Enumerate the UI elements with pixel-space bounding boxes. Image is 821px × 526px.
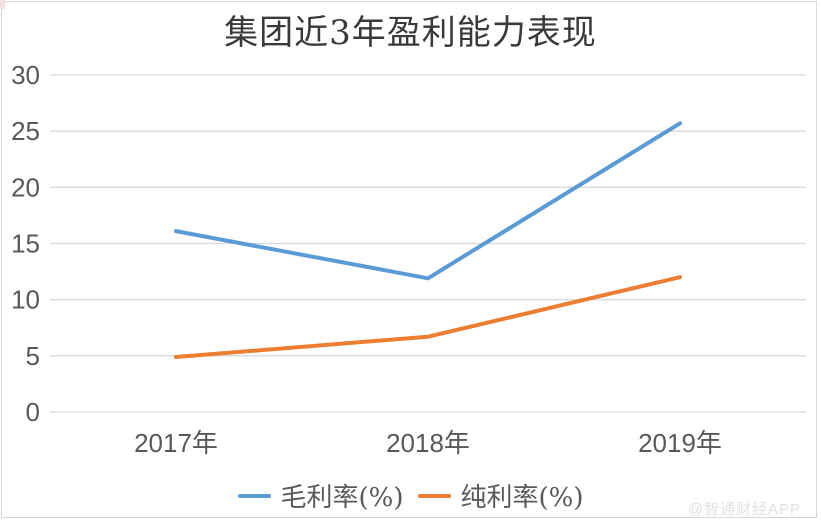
y-tick-label: 5 xyxy=(26,341,40,371)
watermark: @智通财经APP xyxy=(687,501,801,518)
legend-label: 毛利率(%) xyxy=(280,483,404,513)
chart-title: 集团近3年盈利能力表现 xyxy=(224,13,597,53)
gross-margin-line xyxy=(174,121,682,281)
legend-label: 纯利率(%) xyxy=(460,483,584,513)
net-margin-line xyxy=(174,275,682,359)
y-tick-label: 20 xyxy=(11,172,40,202)
y-tick-label: 15 xyxy=(11,229,40,259)
x-tick-label: 2018年 xyxy=(386,428,470,458)
legend-swatch xyxy=(417,493,451,498)
legend-item: 毛利率(%) xyxy=(237,477,404,514)
corner-artifact xyxy=(0,0,5,9)
x-tick-label: 2017年 xyxy=(134,428,218,458)
x-tick-label: 2019年 xyxy=(638,428,722,458)
y-tick-label: 10 xyxy=(11,285,40,315)
y-tick-label: 30 xyxy=(11,60,40,90)
legend-item: 纯利率(%) xyxy=(417,477,584,514)
legend-swatch xyxy=(237,493,271,498)
y-tick-label: 25 xyxy=(11,116,40,146)
legend: 毛利率(%) 纯利率(%) xyxy=(0,477,821,514)
y-tick-label: 0 xyxy=(26,397,40,427)
